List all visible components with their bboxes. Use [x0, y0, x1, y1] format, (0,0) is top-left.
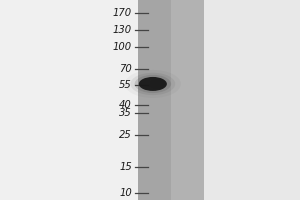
Text: 170: 170	[113, 8, 132, 18]
Bar	[171, 0, 300, 200]
Text: 35: 35	[119, 108, 132, 118]
Text: 10: 10	[119, 188, 132, 198]
Text: 55: 55	[119, 80, 132, 90]
Text: 25: 25	[119, 130, 132, 140]
Text: 70: 70	[119, 64, 132, 74]
Ellipse shape	[135, 75, 171, 93]
Text: 15: 15	[119, 162, 132, 172]
Ellipse shape	[150, 79, 164, 89]
Bar	[138, 0, 171, 200]
Ellipse shape	[130, 73, 175, 95]
Bar	[204, 0, 300, 200]
Bar	[0, 0, 138, 200]
Ellipse shape	[139, 77, 167, 91]
Text: 100: 100	[113, 42, 132, 52]
Text: 40: 40	[119, 100, 132, 110]
Text: 130: 130	[113, 25, 132, 35]
